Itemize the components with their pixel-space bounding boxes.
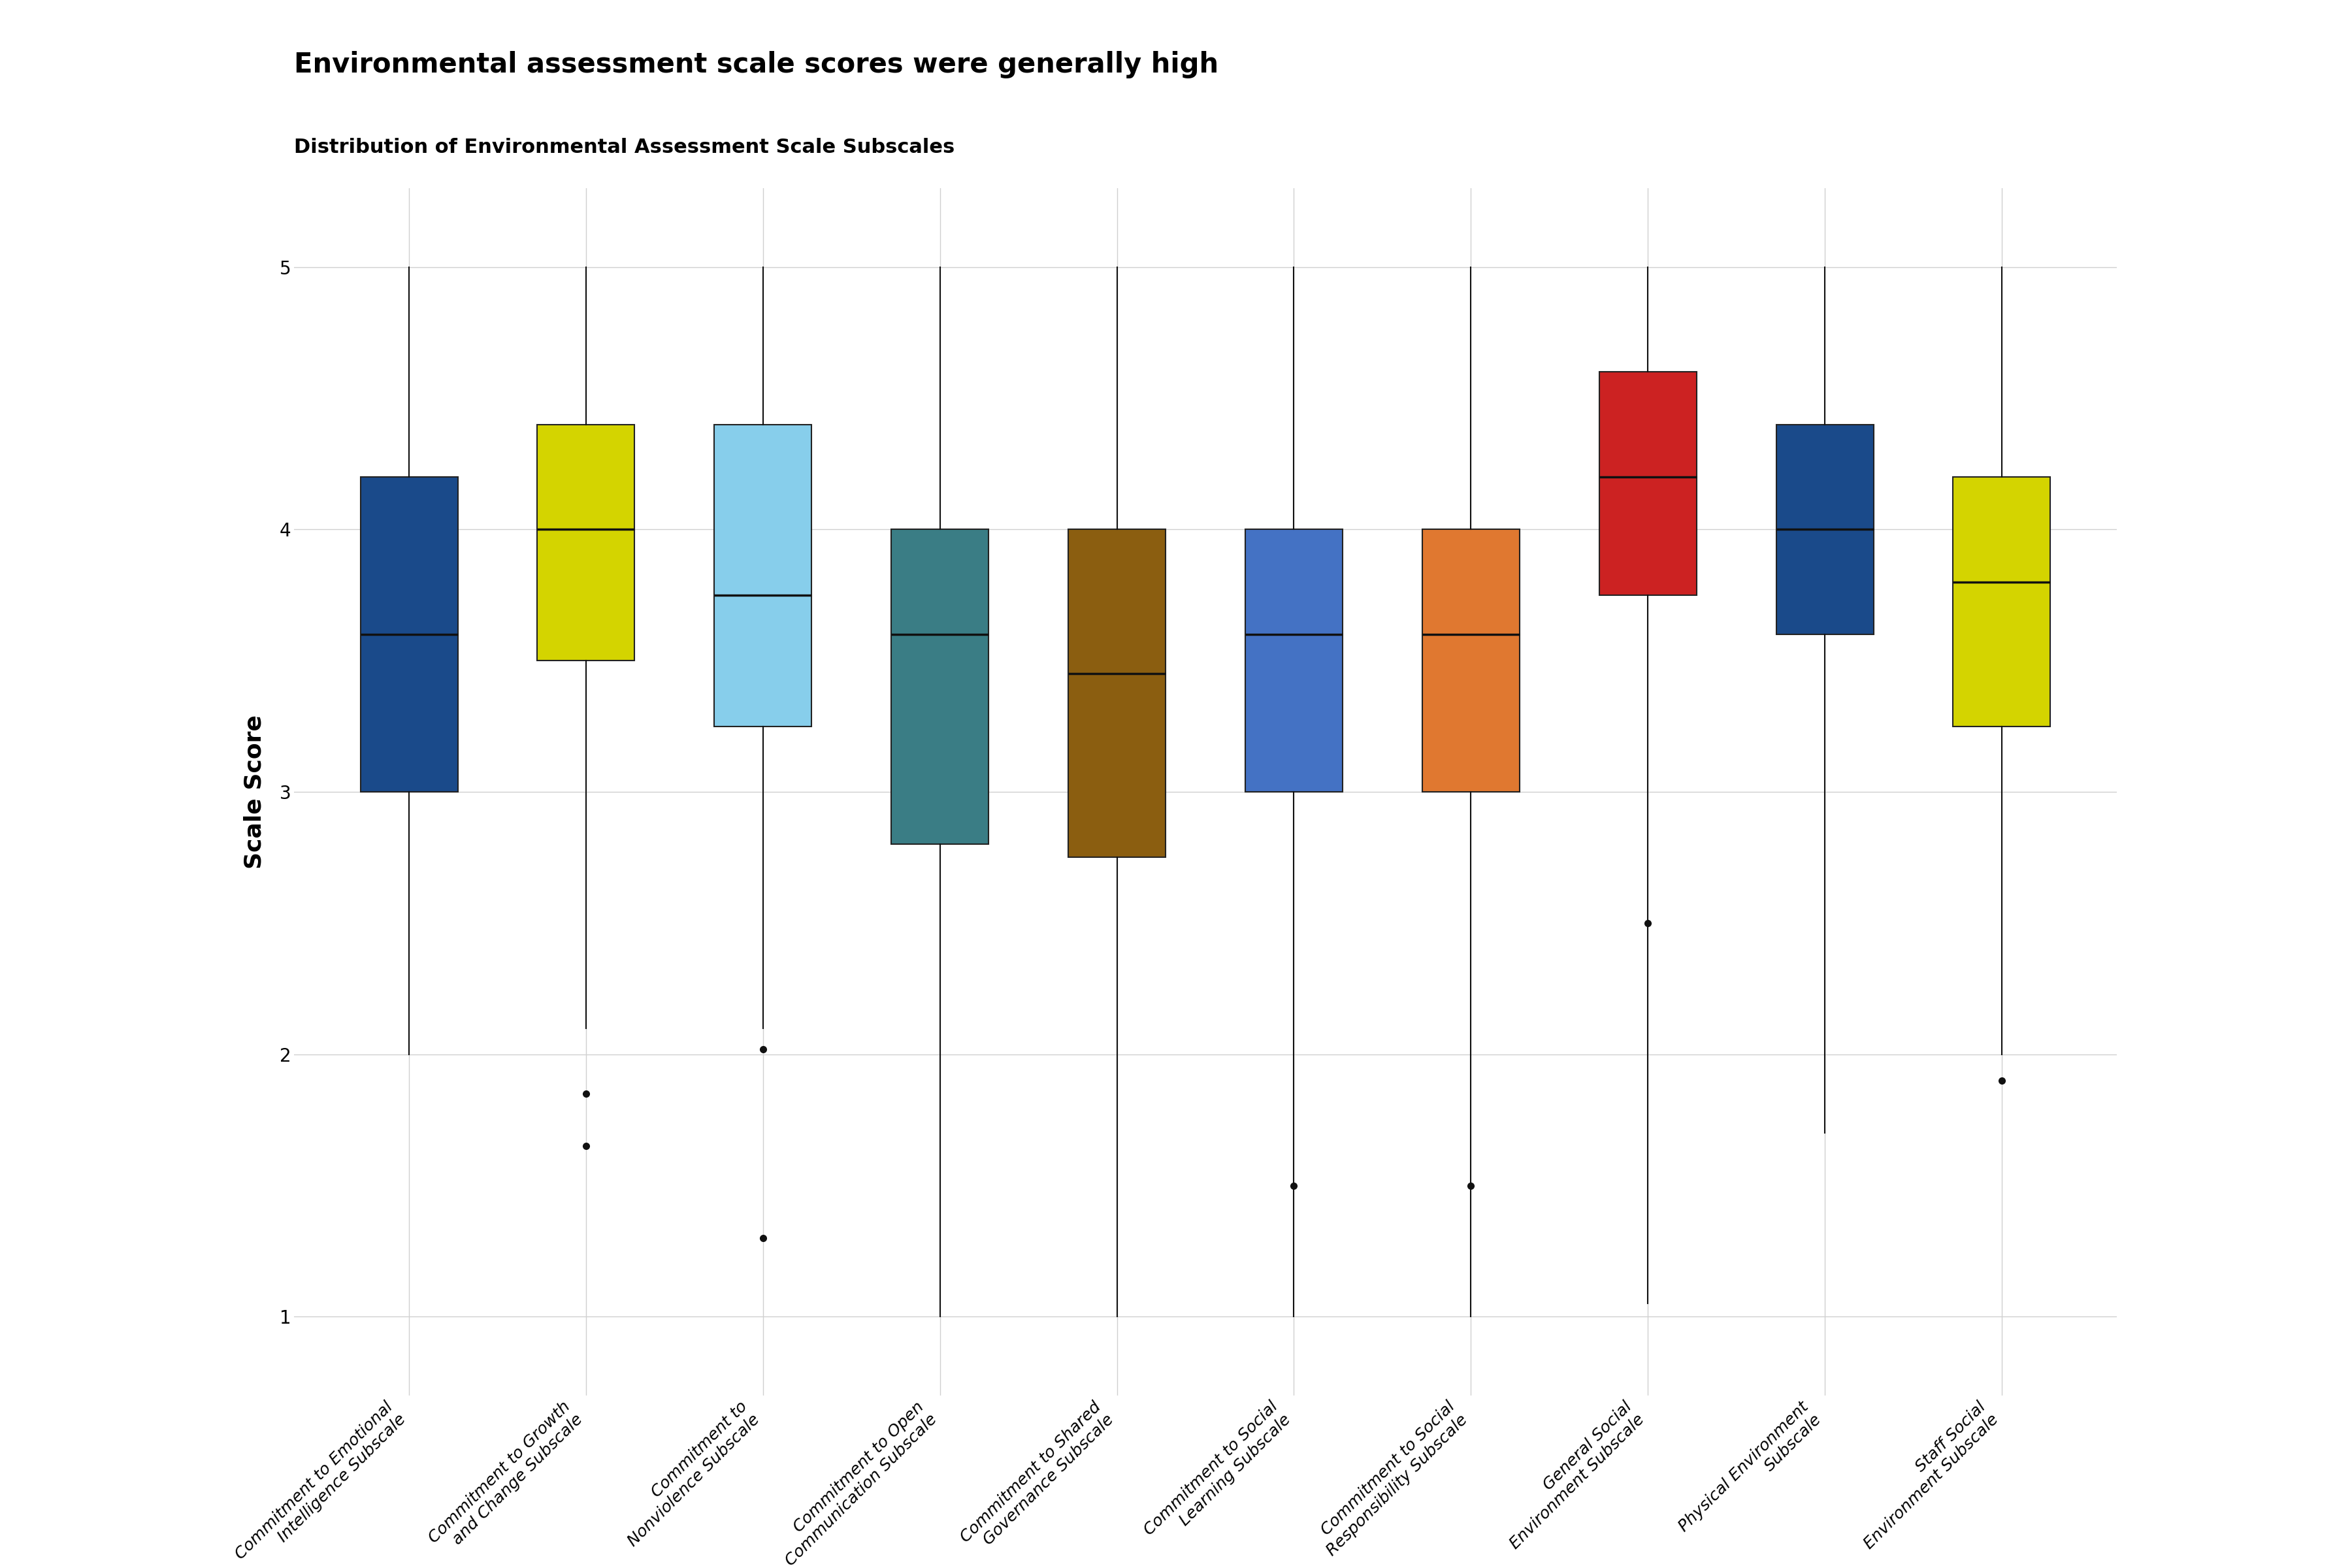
Text: Environmental assessment scale scores were generally high: Environmental assessment scale scores we… [294,50,1218,78]
PathPatch shape [891,530,988,844]
PathPatch shape [1244,530,1343,792]
Y-axis label: Scale Score: Scale Score [242,715,266,869]
PathPatch shape [1776,425,1875,635]
PathPatch shape [1599,372,1696,594]
PathPatch shape [1423,530,1519,792]
PathPatch shape [715,425,811,726]
PathPatch shape [360,477,459,792]
Text: Distribution of Environmental Assessment Scale Subscales: Distribution of Environmental Assessment… [294,138,955,157]
PathPatch shape [1068,530,1167,858]
PathPatch shape [1952,477,2051,726]
PathPatch shape [536,425,635,660]
